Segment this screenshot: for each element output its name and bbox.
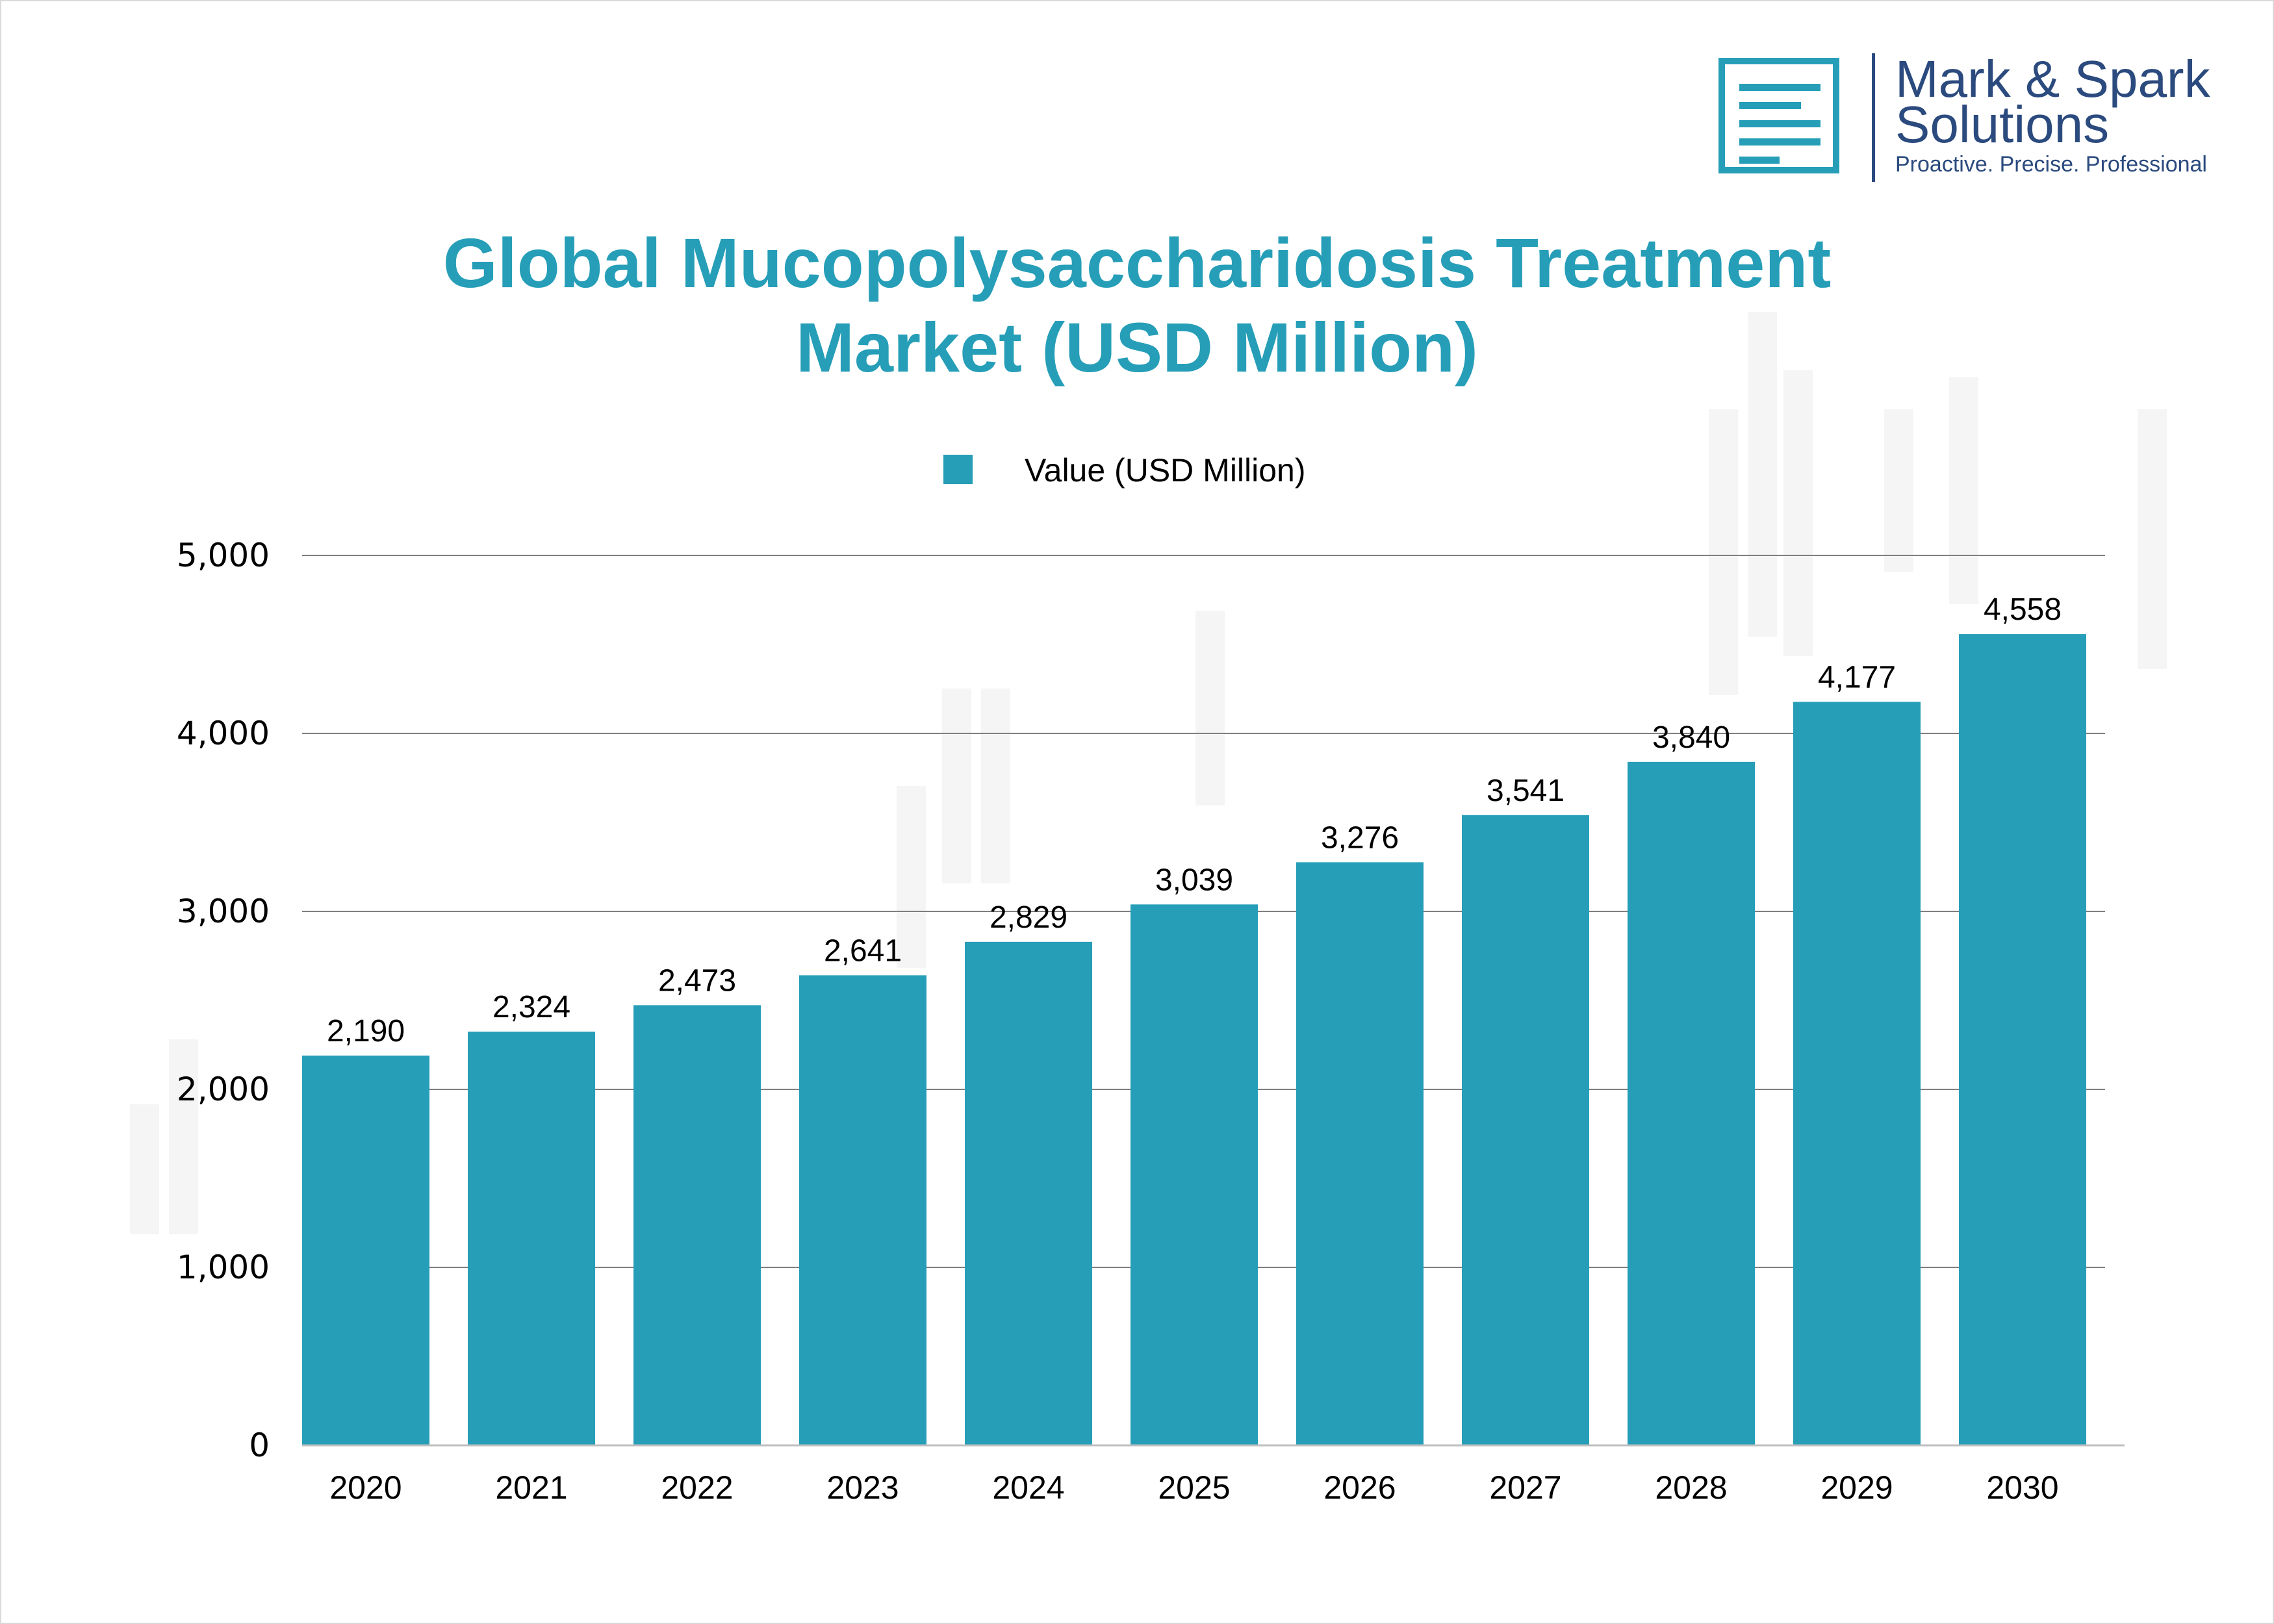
data-label: 2,641 — [824, 933, 902, 968]
bar — [1628, 761, 1755, 1445]
x-tick-label: 2026 — [1323, 1469, 1396, 1506]
bar — [1131, 904, 1258, 1445]
chart-title: Global Mucopolysaccharidosis Treatment M… — [0, 221, 2274, 390]
brand-name-line1: Mark & Spark — [1895, 50, 2210, 108]
brand-logo: Mark & Spark Solutions Proactive. Precis… — [1718, 53, 2238, 183]
y-tick-label: 2,000 — [177, 1071, 270, 1108]
document-lines-icon — [1718, 58, 1839, 173]
y-tick-label: 4,000 — [177, 715, 270, 752]
y-tick-label: 5,000 — [177, 537, 270, 574]
x-tick-label: 2022 — [661, 1469, 733, 1506]
data-label: 3,541 — [1487, 774, 1565, 808]
x-tick-label: 2029 — [1820, 1469, 1893, 1506]
brand-name: Mark & Spark Solutions — [1895, 50, 2210, 153]
bar — [1296, 862, 1424, 1445]
data-label: 3,039 — [1155, 863, 1233, 897]
bar — [1793, 702, 1921, 1445]
legend-swatch — [943, 455, 973, 484]
brand-name-line2: Solutions — [1895, 95, 2110, 153]
logo-divider — [1872, 53, 1875, 182]
chart-title-line1: Global Mucopolysaccharidosis Treatment — [442, 223, 1832, 302]
x-tick-label: 2023 — [826, 1469, 899, 1506]
data-label: 2,324 — [492, 990, 570, 1024]
bar — [302, 1055, 429, 1445]
data-label: 3,276 — [1321, 820, 1399, 855]
y-tick-label: 1,000 — [177, 1249, 270, 1286]
bar — [468, 1032, 595, 1445]
chart-title-line2: Market (USD Million) — [795, 308, 1479, 387]
bar — [1959, 634, 2086, 1446]
data-label: 2,190 — [327, 1014, 405, 1048]
bar — [799, 975, 926, 1445]
data-label: 2,829 — [990, 900, 1067, 935]
x-tick-label: 2021 — [495, 1469, 567, 1506]
x-tick-label: 2024 — [992, 1469, 1064, 1506]
legend-label: Value (USD Million) — [1025, 452, 1306, 488]
x-tick-label: 2027 — [1489, 1469, 1561, 1506]
y-tick-label: 0 — [249, 1427, 270, 1464]
x-tick-label: 2030 — [1986, 1469, 2058, 1506]
x-tick-label: 2028 — [1655, 1469, 1727, 1506]
x-tick-label: 2025 — [1158, 1469, 1230, 1506]
data-label: 4,177 — [1818, 661, 1896, 695]
data-label: 2,473 — [658, 963, 736, 998]
data-label: 4,558 — [1984, 592, 2062, 627]
bar — [965, 941, 1092, 1445]
x-tick-label: 2020 — [329, 1469, 402, 1506]
bar — [633, 1005, 761, 1445]
y-tick-label: 3,000 — [177, 893, 270, 930]
brand-tagline: Proactive. Precise. Professional — [1895, 152, 2207, 177]
bar — [1462, 815, 1589, 1445]
data-label: 3,840 — [1652, 720, 1730, 755]
